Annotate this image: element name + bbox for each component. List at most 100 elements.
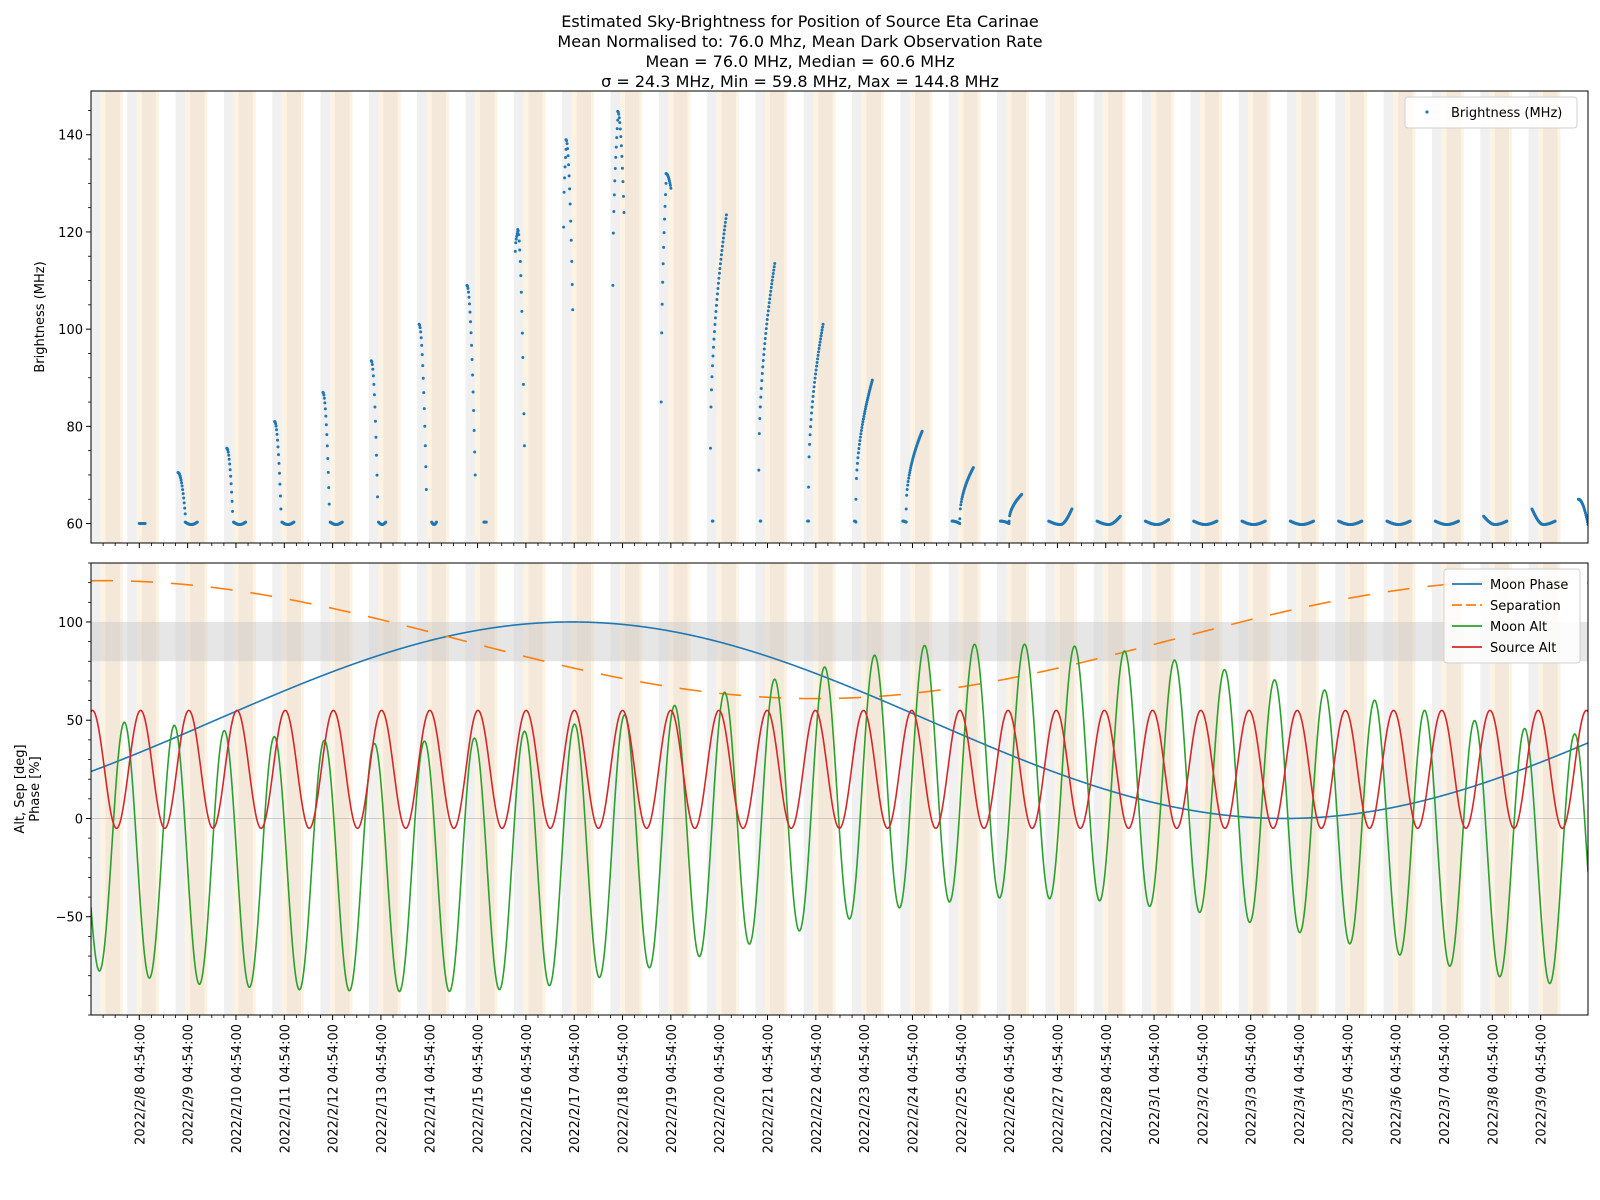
brightness-point [724,217,728,221]
shade-twilight-band [1538,91,1544,543]
shade-twilight-band [1248,563,1254,1015]
shade-twilight-band [204,563,208,1015]
brightness-point [659,400,663,404]
brightness-point [909,466,913,470]
x-tick-label: 2022/3/2 04:54:00 [1196,1024,1211,1145]
shade-twilight-band [475,91,480,543]
brightness-point [374,435,378,439]
brightness-point [664,193,668,197]
brightness-point [661,280,665,284]
shade-grey-band [91,91,101,543]
brightness-point [195,520,199,524]
brightness-point [858,435,862,439]
shade-dark-band [963,91,978,543]
brightness-point [863,409,867,413]
shade-twilight-band [1199,91,1205,543]
shade-twilight-band [494,563,498,1015]
shade-twilight-band [929,563,933,1015]
brightness-point [854,477,858,481]
legend-label: Moon Alt [1490,620,1547,635]
shade-grey-band [948,563,959,1015]
x-tick-label: 2022/2/15 04:54:00 [472,1024,487,1153]
brightness-point [424,488,428,492]
brightness-point [860,423,864,427]
brightness-point [718,266,722,270]
brightness-point [1360,519,1364,523]
brightness-point [710,375,714,379]
shade-grey-band [513,563,524,1015]
legend-bottom [1443,568,1581,664]
brightness-point [773,262,777,266]
shade-twilight-band [1199,563,1205,1015]
shade-twilight-band [1055,91,1060,543]
shade-dark-band [1011,563,1027,1015]
brightness-point [724,213,728,217]
legend-label: Brightness (MHz) [1451,106,1562,121]
brightness-point [274,424,278,428]
brightness-point [513,249,517,253]
brightness-point [569,219,573,223]
brightness-point [1020,492,1024,496]
brightness-point [279,507,283,511]
brightness-point [375,473,379,477]
brightness-point [423,424,427,428]
x-tick-label: 2022/3/3 04:54:00 [1245,1024,1260,1145]
brightness-point [770,278,774,282]
shade-twilight-band [494,91,498,543]
brightness-point [771,271,775,275]
brightness-point [758,416,762,420]
series-line-moon-alt [91,643,1588,993]
shade-dark-band [383,91,398,543]
shade-grey-band [368,563,379,1015]
shade-dark-band [1446,91,1461,543]
x-tick-label: 2022/2/21 04:54:00 [762,1024,777,1153]
brightness-point [520,309,524,313]
shade-twilight-band [1296,563,1302,1015]
brightness-point [711,519,715,523]
x-tick-label: 2022/3/6 04:54:00 [1390,1024,1405,1145]
brightness-point [292,520,296,524]
brightness-point [820,328,824,332]
shade-grey-band [223,563,234,1015]
shade-grey-band [1286,563,1297,1015]
brightness-point [514,237,518,241]
brightness-point [720,248,724,252]
shade-dark-band [1204,91,1220,543]
shade-dark-band [190,91,205,543]
shade-grey-band [465,91,476,543]
shade-dark-band [528,91,543,543]
brightness-point [709,405,713,409]
shade-dark-band [624,91,640,543]
shade-dark-band [914,91,930,543]
brightness-point [715,298,719,302]
shade-dark-band [624,563,640,1015]
brightness-point [814,372,818,376]
brightness-point [180,481,184,485]
brightness-point [761,365,765,369]
shade-twilight-band [446,91,450,543]
brightness-point [723,224,727,228]
brightness-point [663,217,667,221]
chart-title-line-4: σ = 24.3 MHz, Min = 59.8 MHz, Max = 144.… [601,72,999,91]
y-tick-label-bottom: 0 [75,812,83,827]
shade-dark-band [1108,91,1123,543]
brightness-point [615,127,619,131]
shade-twilight-band [977,91,981,543]
shade-twilight-band [1248,91,1254,543]
brightness-point [908,468,912,472]
brightness-point [960,497,964,501]
axes-frame-bottom [90,562,1589,1016]
brightness-point [612,193,616,197]
shade-twilight-band [136,91,142,543]
shade-grey-band [1431,563,1442,1015]
shade-twilight-band [100,563,106,1015]
brightness-point [372,382,376,386]
brightness-point [859,432,863,436]
shade-twilight-band [233,563,239,1015]
shade-twilight-band [349,563,353,1015]
shade-twilight-band [736,91,739,543]
shade-dark-band [1253,91,1268,543]
brightness-point [767,305,771,309]
brightness-point [565,139,569,143]
shade-dark-band [335,91,350,543]
